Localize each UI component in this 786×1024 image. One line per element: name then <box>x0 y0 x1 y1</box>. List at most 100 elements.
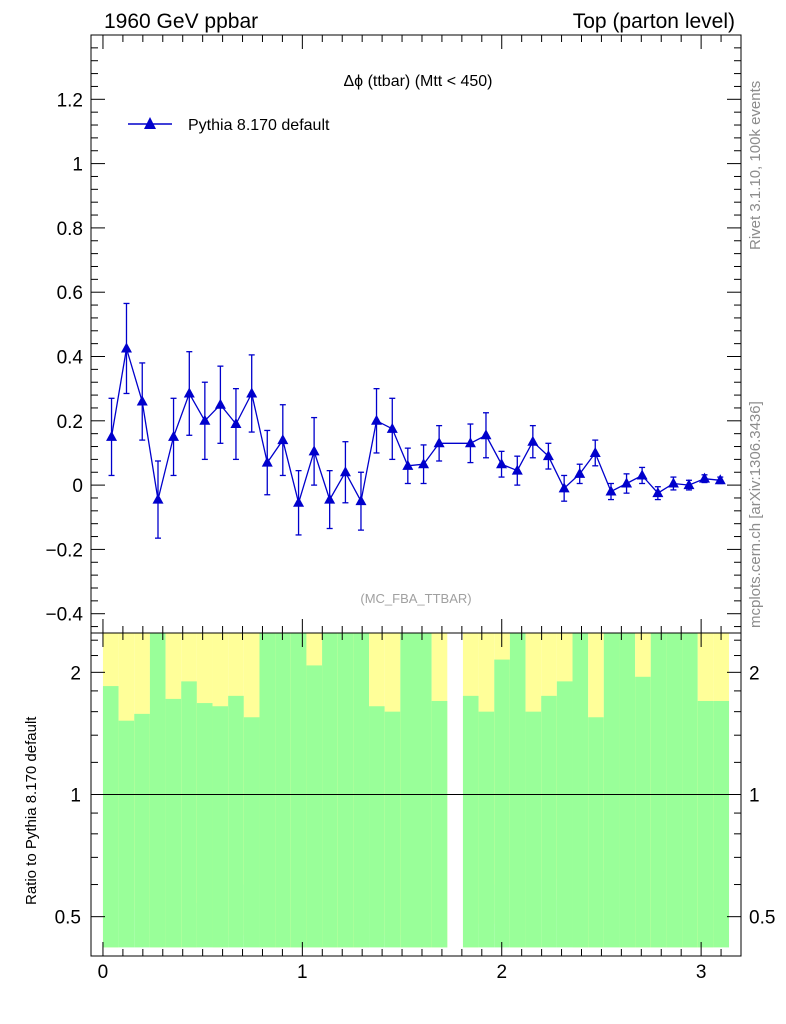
data-point-triangle <box>433 437 445 448</box>
ratio-inner-band <box>697 700 714 948</box>
data-point-triangle <box>183 387 195 398</box>
data-point-triangle <box>636 469 648 480</box>
data-point-triangle <box>168 430 180 441</box>
plot-title: Δϕ (ttbar) (Mtt < 450) <box>343 73 492 90</box>
data-point-triangle <box>277 434 289 445</box>
ratio-inner-band <box>619 633 636 948</box>
data-point-triangle <box>152 493 164 504</box>
data-point-triangle <box>339 466 351 477</box>
ratio-inner-band <box>118 720 135 948</box>
data-point-triangle <box>293 496 305 507</box>
main-y-tick-label: 0.4 <box>57 348 84 369</box>
ratio-plot-panel: 0.5 0.5 1 1 2 2 0 1 2 3 Ratio to Pythia 8.170 de… <box>23 632 776 983</box>
data-point-triangle <box>386 422 398 433</box>
data-point-triangle <box>683 479 695 490</box>
x-tick-label: 3 <box>696 962 707 983</box>
ratio-inner-band <box>212 706 229 948</box>
x-tick-label: 1 <box>297 962 308 983</box>
ratio-inner-band <box>494 659 510 948</box>
ratio-inner-band <box>102 686 119 948</box>
ratio-inner-band <box>353 633 370 948</box>
ratio-inner-band <box>369 706 385 948</box>
ratio-inner-band <box>525 711 542 948</box>
ratio-y-tick-label: 2 <box>70 663 81 684</box>
ratio-inner-band <box>196 703 213 948</box>
ratio-inner-band <box>243 717 260 948</box>
main-y-tick-label: 1 <box>72 155 83 176</box>
ratio-inner-band <box>337 633 354 948</box>
legend-label: Pythia 8.170 default <box>188 117 330 134</box>
ratio-inner-band <box>478 711 495 948</box>
ratio-inner-band <box>384 711 401 948</box>
data-point-triangle <box>308 445 320 456</box>
ratio-inner-band <box>149 633 166 948</box>
data-point-triangle <box>246 387 258 398</box>
data-point-triangle <box>699 472 711 483</box>
ratio-inner-band <box>666 633 683 948</box>
ratio-inner-band <box>290 633 307 948</box>
data-point-triangle <box>558 482 570 493</box>
ratio-inner-band <box>556 681 573 948</box>
ratio-inner-band <box>462 695 479 948</box>
data-point-triangle <box>371 414 383 425</box>
series-line <box>110 348 721 506</box>
data-point-triangle <box>496 458 508 469</box>
ratio-inner-band <box>259 633 276 948</box>
data-point-triangle <box>621 477 633 488</box>
main-y-tick-label: 0 <box>72 476 83 497</box>
ratio-y-tick-label-right: 0.5 <box>749 908 775 929</box>
legend-triangle-marker <box>144 117 156 129</box>
ratio-inner-band <box>682 633 698 948</box>
x-tick-label: 2 <box>496 962 507 983</box>
data-point-triangle <box>511 464 523 475</box>
ratio-y-tick-label-right: 1 <box>749 786 760 807</box>
ratio-inner-band <box>650 633 667 948</box>
data-point-triangle <box>261 456 273 467</box>
data-point-triangle <box>480 429 492 440</box>
main-plot-panel: −0.4 −0.2 0 0.2 0.4 0.6 0.8 1 1.2 Δϕ (ttbar) (Mt… <box>45 34 742 634</box>
ratio-uncertainty-bands <box>102 633 730 948</box>
main-y-tick-label: 0.2 <box>57 412 83 433</box>
ratio-inner-band <box>713 700 730 948</box>
analysis-watermark: (MC_FBA_TTBAR) <box>360 591 471 606</box>
data-point-triangle <box>464 437 476 448</box>
ratio-inner-band <box>228 695 244 948</box>
data-point-triangle <box>402 459 414 470</box>
data-point-triangle <box>214 398 226 409</box>
data-point-triangle <box>355 495 367 506</box>
x-tick-labels: 0 1 2 3 <box>98 962 707 983</box>
header-left: 1960 GeV ppbar <box>104 10 258 33</box>
ratio-y-axis-label: Ratio to Pythia 8.170 default <box>23 716 40 905</box>
ratio-inner-band <box>400 633 416 948</box>
main-y-tick-label: 0.6 <box>57 283 83 304</box>
ratio-inner-band <box>416 633 432 948</box>
ratio-y-tick-label: 0.5 <box>55 908 81 929</box>
ratio-y-tick-label: 1 <box>70 786 81 807</box>
ratio-inner-band <box>603 633 620 948</box>
data-point-triangle <box>652 487 664 498</box>
ratio-inner-band <box>306 665 323 948</box>
ratio-inner-band <box>134 713 150 948</box>
ratio-inner-band <box>509 633 526 948</box>
ratio-inner-band <box>635 676 651 948</box>
legend: Pythia 8.170 default <box>128 117 330 134</box>
ratio-y-tick-label-right: 2 <box>749 663 760 684</box>
ratio-axis-ticks <box>91 633 741 956</box>
data-point-triangle <box>106 430 118 441</box>
ratio-inner-band <box>181 681 197 948</box>
data-point-triangle <box>714 474 726 485</box>
ratio-frame <box>90 632 742 957</box>
data-point-triangle <box>136 395 148 406</box>
side-text-mcplots: mcplots.cern.ch [arXiv:1306.3436] <box>747 401 764 628</box>
data-point-triangle <box>120 342 132 353</box>
main-y-tick-labels: −0.4 −0.2 0 0.2 0.4 0.6 0.8 1 1.2 <box>45 90 83 625</box>
series-pythia <box>106 302 726 539</box>
main-axis-ticks <box>91 35 741 633</box>
ratio-inner-band <box>572 633 589 948</box>
ratio-inner-band <box>275 633 291 948</box>
ratio-inner-band <box>541 695 557 948</box>
x-tick-label: 0 <box>98 962 109 983</box>
ratio-y-tick-labels: 0.5 0.5 1 1 2 2 <box>55 663 776 928</box>
ratio-inner-band <box>431 700 448 948</box>
